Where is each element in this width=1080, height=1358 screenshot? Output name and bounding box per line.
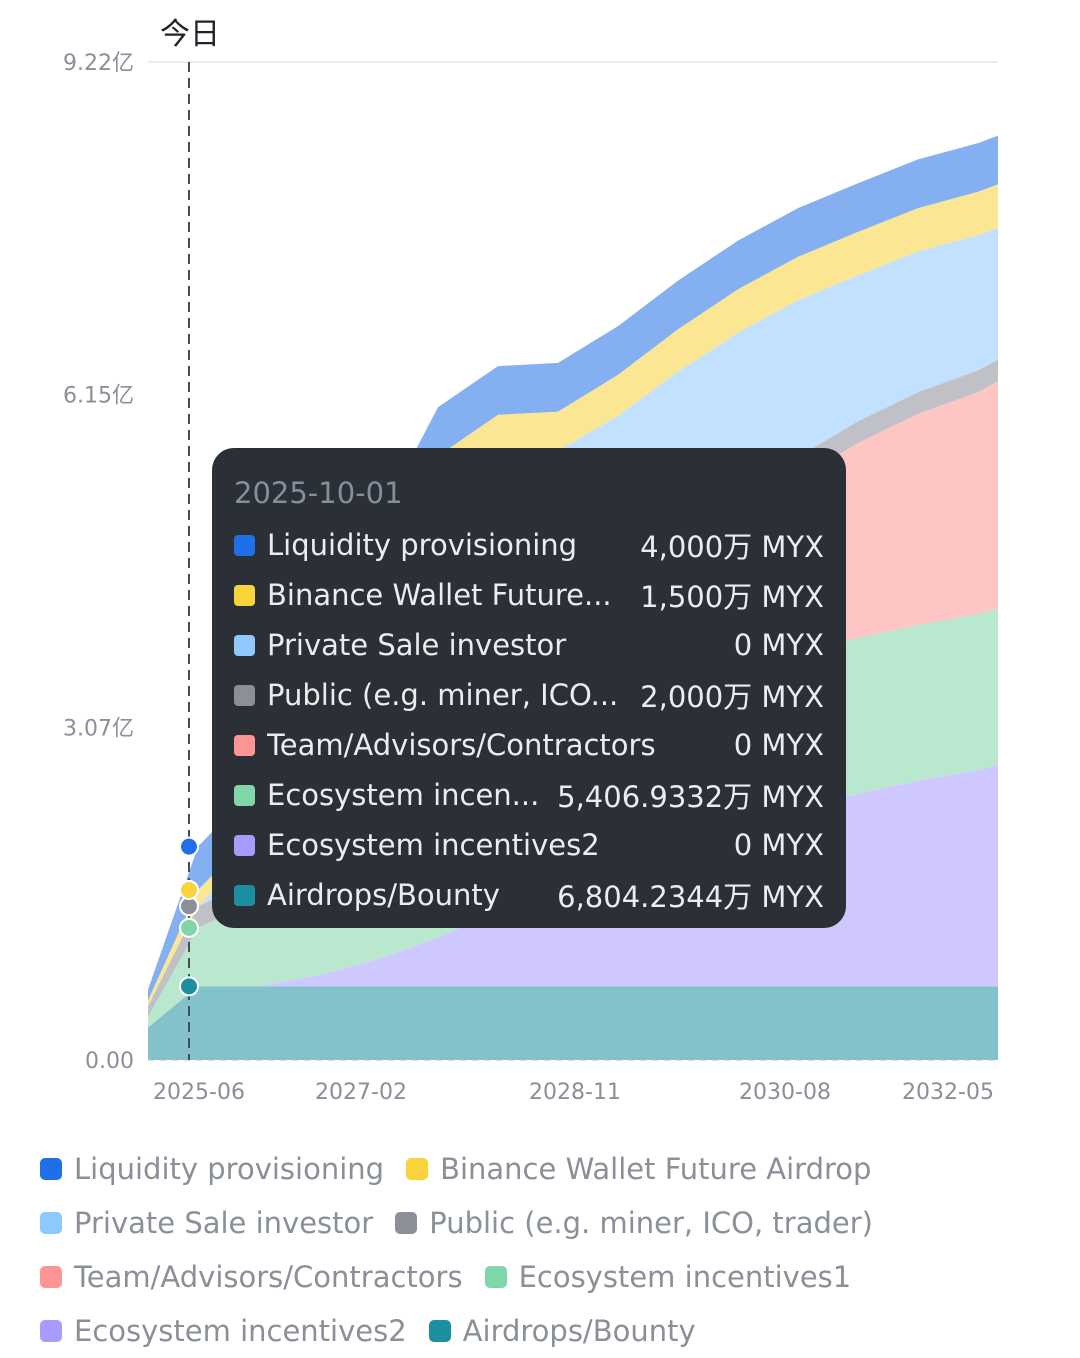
legend-item[interactable]: Private Sale investor [40,1206,373,1240]
hover-dot [179,976,199,997]
series-swatch [234,734,255,756]
tooltip-series-value: 6,804.2344万 MYX [557,880,824,914]
legend-label: Liquidity provisioning [74,1152,385,1186]
tooltip-series-name: Public (e.g. miner, ICO... [267,678,619,712]
y-axis: 0.00 3.07亿 6.15亿 9.22亿 [63,51,134,1074]
series-swatch [234,784,255,806]
legend-swatch [40,1320,62,1342]
legend-item[interactable]: Liquidity provisioning [40,1152,384,1186]
legend-label: Ecosystem incentives2 [74,1314,407,1348]
tooltip-row: Public (e.g. miner, ICO... 2,000万 MYX [234,670,824,720]
y-tick-label: 9.22亿 [63,51,134,76]
legend-swatch [484,1266,507,1288]
x-tick-label: 2028-11 [529,1080,621,1105]
legend-item[interactable]: Binance Wallet Future Airdrop [406,1152,871,1186]
tooltip-row: Binance Wallet Future... 1,500万 MYX [234,570,824,620]
x-axis: 2025-06 2027-02 2028-11 2030-08 2032-05 [153,1080,994,1105]
hover-dot [179,879,199,900]
tooltip-series-value: 4,000万 MYX [640,530,824,564]
today-label: 今日 [160,17,220,52]
tooltip-series-name: Binance Wallet Future... [267,578,612,612]
legend-label: Public (e.g. miner, ICO, trader) [429,1206,873,1240]
tooltip-series-value: 5,406.9332万 MYX [557,780,824,814]
tooltip: 2025-10-01 Liquidity provisioning 4,000万… [212,448,846,928]
legend-label: Binance Wallet Future Airdrop [440,1152,872,1186]
series-swatch [234,584,255,606]
tooltip-row: Ecosystem incen... 5,406.9332万 MYX [234,770,824,820]
tooltip-series-value: 0 MYX [733,628,824,662]
x-tick-label: 2025-06 [153,1080,245,1105]
tooltip-row: Ecosystem incentives2 0 MYX [234,820,824,870]
legend-label: Private Sale investor [74,1206,374,1240]
hover-dots [179,836,199,997]
tooltip-series-name: Team/Advisors/Contractors [267,728,656,762]
legend-label: Airdrops/Bounty [462,1314,696,1348]
series-swatch [234,684,255,706]
tooltip-row: Airdrops/Bounty 6,804.2344万 MYX [234,870,824,920]
tooltip-series-name: Ecosystem incen... [267,778,540,812]
tooltip-row: Private Sale investor 0 MYX [234,620,824,670]
tooltip-series-value: 1,500万 MYX [640,580,824,614]
tooltip-date: 2025-10-01 [234,476,403,510]
legend-label: Team/Advisors/Contractors [74,1260,463,1294]
area-airdrops-bounty[interactable] [148,986,998,1060]
legend-swatch [395,1212,418,1234]
series-swatch [234,834,255,856]
legend-swatch [40,1158,62,1180]
tooltip-series-value: 0 MYX [733,728,824,762]
y-tick-label: 3.07亿 [63,717,134,742]
legend-item[interactable]: Public (e.g. miner, ICO, trader) [395,1206,873,1240]
tooltip-series-value: 2,000万 MYX [640,680,824,714]
tooltip-series-name: Liquidity provisioning [267,528,578,562]
series-swatch [234,884,255,906]
y-tick-label: 0.00 [85,1049,134,1074]
legend-item[interactable]: Team/Advisors/Contractors [40,1260,463,1294]
legend-label: Ecosystem incentives1 [518,1260,852,1294]
legend-swatch [40,1266,62,1288]
series-swatch [234,634,255,656]
x-tick-label: 2032-05 [902,1080,994,1105]
hover-dot [179,917,199,938]
x-tick-label: 2027-02 [315,1080,407,1105]
tooltip-series-name: Ecosystem incentives2 [267,828,600,862]
legend-item[interactable]: Airdrops/Bounty [428,1314,696,1348]
legend-swatch [406,1158,429,1180]
legend-swatch [428,1320,451,1342]
tooltip-series-name: Private Sale investor [267,628,567,662]
x-tick-label: 2030-08 [739,1080,831,1105]
tooltip-row: Liquidity provisioning 4,000万 MYX [234,520,824,570]
tooltip-series-value: 0 MYX [733,828,824,862]
tooltip-series-name: Airdrops/Bounty [267,878,500,912]
legend-swatch [40,1212,62,1234]
tooltip-row: Team/Advisors/Contractors 0 MYX [234,720,824,770]
hover-dot [179,836,199,857]
legend-item[interactable]: Ecosystem incentives2 [40,1314,407,1348]
y-tick-label: 6.15亿 [63,383,134,408]
series-swatch [234,534,255,556]
legend: Liquidity provisioning Binance Wallet Fu… [40,1142,1060,1358]
legend-item[interactable]: Ecosystem incentives1 [484,1260,852,1294]
